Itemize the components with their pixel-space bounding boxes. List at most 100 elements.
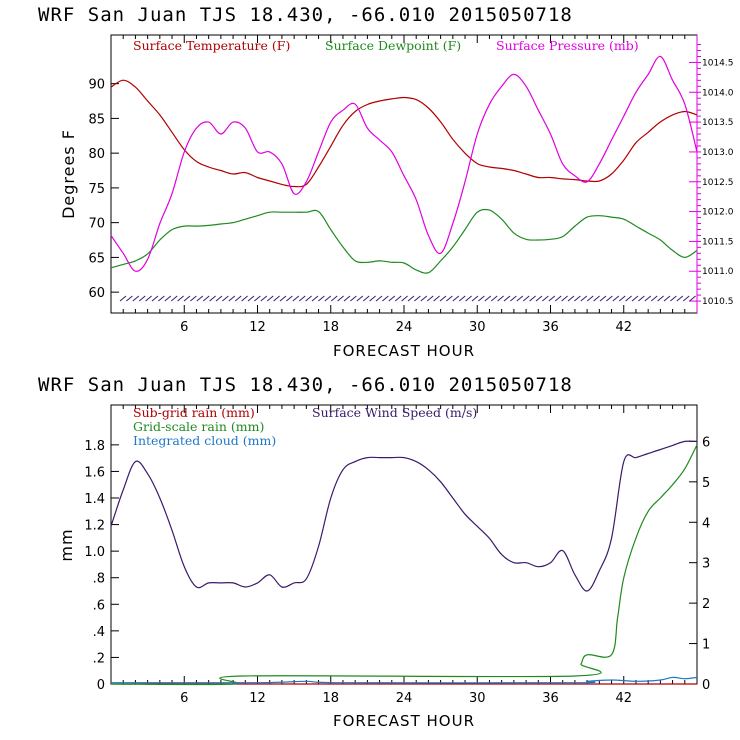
chart2-x-ticks: 6 12 18 24 30 36 42	[122, 405, 686, 706]
y2-tick-label: 1011.5	[702, 237, 734, 247]
y-tick-label: 0	[97, 678, 105, 693]
wind-barb	[138, 295, 146, 302]
y-tick-label: .4	[93, 625, 105, 640]
wind-barb	[554, 295, 562, 302]
wind-barb	[362, 295, 370, 302]
chart2-legend-subgrid-rain: Sub-grid rain (mm)	[133, 405, 255, 420]
wind-barb	[254, 295, 261, 302]
y-tick-label: 75	[88, 182, 105, 197]
y2-tick-label: 6	[702, 435, 710, 450]
chart1-x-label: FORECAST HOUR	[333, 342, 475, 360]
y-tick-label: 70	[88, 217, 105, 232]
y-tick-label: 80	[88, 147, 105, 162]
x-tick-label: 42	[615, 320, 632, 335]
x-tick-label: 42	[615, 691, 632, 706]
chart2-legend: Sub-grid rain (mm) Surface Wind Speed (m…	[133, 405, 477, 448]
x-tick-label: 36	[542, 320, 559, 335]
wind-barb	[478, 295, 485, 302]
y2-tick-label: 1010.5	[702, 297, 734, 307]
wind-barb	[132, 295, 140, 302]
y2-tick-label: 2	[702, 597, 710, 612]
wind-barb	[190, 295, 197, 302]
y2-tick-label: 0	[702, 678, 710, 693]
series-line-surface-temperature-f	[110, 79, 698, 188]
chart-temperature-pressure: WRF San Juan TJS 18.430, -66.010 2015050…	[38, 4, 734, 360]
wind-barb	[625, 295, 632, 302]
wind-barb	[119, 295, 127, 302]
x-tick-label: 36	[542, 691, 559, 706]
wind-barb	[324, 295, 332, 302]
wind-barb	[503, 295, 511, 302]
wind-barb	[580, 295, 588, 302]
wind-barb	[241, 295, 248, 302]
wind-barb	[676, 295, 684, 302]
wind-barb	[458, 295, 466, 302]
wind-barb	[586, 295, 594, 302]
y-tick-label: 1.4	[84, 492, 105, 507]
wind-barb	[510, 295, 517, 302]
series-line-grid-scale-rain-mm	[110, 444, 698, 686]
wind-barb	[196, 295, 204, 302]
wind-barb	[228, 295, 236, 302]
series-line-surface-pressure-mb	[110, 55, 698, 272]
y-tick-label: .6	[93, 598, 105, 613]
y-tick-label: 1.8	[84, 439, 105, 454]
chart2-y2-ticks: 0 1 2 3 4 5 6	[689, 435, 710, 693]
wind-barb	[689, 295, 696, 302]
wind-barb	[158, 295, 165, 302]
wind-barb	[356, 295, 364, 302]
x-tick-label: 12	[249, 691, 266, 706]
chart2-series	[110, 440, 698, 686]
wind-barb	[292, 295, 300, 302]
chart2-legend-wind-speed: Surface Wind Speed (m/s)	[312, 405, 477, 420]
wind-barb	[209, 295, 216, 302]
wind-barb	[286, 295, 293, 302]
wind-barb	[593, 295, 600, 302]
chart1-y2-ticks: 1010.5 1011.0 1011.5 1012.0 1012.5 1013.0 1013…	[689, 44, 734, 307]
wind-barb	[234, 295, 242, 302]
wind-barb	[222, 295, 229, 302]
wind-barb	[433, 295, 440, 302]
x-tick-label: 18	[322, 691, 339, 706]
wind-barb	[574, 295, 581, 302]
chart2-title: WRF San Juan TJS 18.430, -66.010 2015050…	[38, 374, 573, 396]
chart2-legend-gridscale-rain: Grid-scale rain (mm)	[133, 419, 264, 434]
wind-barb	[279, 295, 287, 302]
wind-barb	[650, 295, 658, 302]
x-tick-label: 24	[396, 320, 413, 335]
x-tick-label: 18	[322, 320, 339, 335]
wind-barb	[439, 295, 447, 302]
wind-barb	[606, 295, 613, 302]
series-line-surface-dewpoint-f	[110, 208, 698, 274]
chart1-y-ticks: 60 65 70 75 80 85 90	[88, 78, 119, 301]
chart2-y-label: mm	[57, 528, 76, 561]
wind-barb	[311, 295, 319, 302]
y2-tick-label: 1	[702, 638, 710, 653]
y2-tick-label: 1013.5	[702, 118, 734, 128]
wind-barb	[375, 295, 383, 302]
y2-tick-label: 1012.5	[702, 178, 734, 188]
chart1-legend-pressure: Surface Pressure (mb)	[496, 38, 639, 53]
y-tick-label: 65	[88, 251, 105, 266]
wind-barb	[126, 295, 133, 302]
wind-barb	[305, 295, 312, 302]
wind-barb	[369, 295, 376, 302]
y2-tick-label: 1011.0	[702, 267, 734, 277]
wind-barb	[401, 295, 408, 302]
wind-barb	[490, 295, 498, 302]
chart1-y-label: Degrees F	[59, 129, 78, 219]
wind-barb	[446, 295, 453, 302]
series-line-surface-wind-speed-m-s	[110, 440, 698, 592]
wind-barb	[164, 295, 172, 302]
wind-barb	[151, 295, 159, 302]
y2-tick-label: 1013.0	[702, 148, 734, 158]
wind-barb	[177, 295, 184, 302]
y-tick-label: 60	[88, 286, 105, 301]
chart-rain-wind: WRF San Juan TJS 18.430, -66.010 2015050…	[38, 374, 710, 730]
chart2-y-ticks: 0 .2 .4 .6 .8 1.0 1.2 1.4 1.6 1.8	[84, 439, 119, 693]
x-tick-label: 12	[249, 320, 266, 335]
chart1-plot-frame	[110, 34, 698, 314]
chart2-legend-cloud: Integrated cloud (mm)	[133, 433, 276, 448]
wind-barb	[426, 295, 434, 302]
